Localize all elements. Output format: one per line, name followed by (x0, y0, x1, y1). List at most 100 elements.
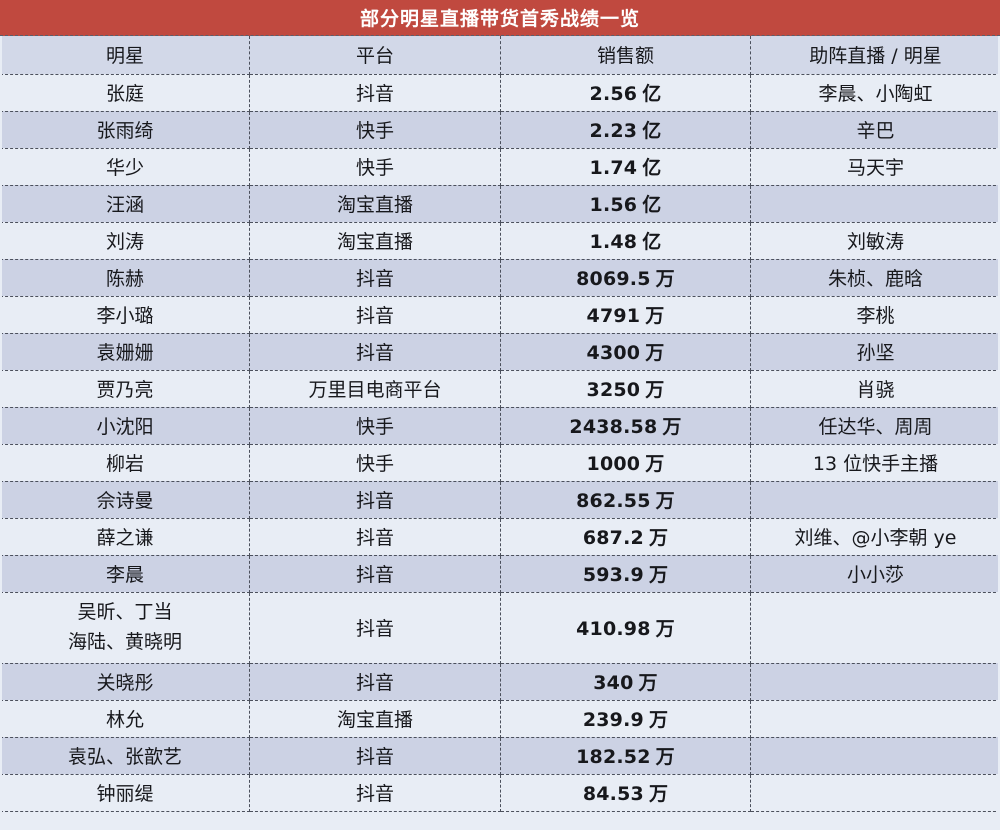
table-row: 关晓彤 抖音 340 万 (0, 663, 1000, 701)
sales-amount: 8069.5 万 (576, 268, 675, 290)
cell-sales: 2438.58 万 (500, 407, 751, 445)
cell-celebrity: 汪涵 (0, 185, 250, 223)
celebrity-name: 张雨绮 (96, 120, 154, 142)
cell-platform: 抖音 (249, 333, 501, 371)
celebrity-name: 袁姗姗 (96, 342, 154, 364)
table-row: 佘诗曼 抖音 862.55 万 (0, 481, 1000, 519)
cell-guests (750, 700, 1000, 738)
cell-guests: 刘敏涛 (750, 222, 1000, 260)
guest-names: 肖骁 (856, 379, 895, 401)
cell-platform: 快手 (249, 444, 501, 482)
cell-sales: 1.48 亿 (500, 222, 751, 260)
cell-celebrity: 袁弘、张歆艺 (0, 737, 250, 775)
cell-sales: 687.2 万 (500, 518, 751, 556)
table-row: 张雨绮 快手 2.23 亿 辛巴 (0, 111, 1000, 149)
celebrity-name: 李小璐 (96, 305, 154, 327)
cell-platform: 淘宝直播 (249, 700, 501, 738)
table-row: 刘涛 淘宝直播 1.48 亿 刘敏涛 (0, 222, 1000, 260)
sales-unit: 万 (648, 527, 669, 549)
sales-value: 2.23 (589, 120, 638, 142)
cell-platform: 抖音 (249, 555, 501, 593)
cell-celebrity: 刘涛 (0, 222, 250, 260)
sales-unit: 万 (638, 672, 658, 694)
sales-amount: 687.2 万 (583, 527, 668, 549)
sales-amount: 4791 万 (587, 305, 665, 327)
celebrity-name: 华少 (105, 157, 144, 179)
platform-name: 抖音 (355, 83, 394, 105)
sales-amount: 239.9 万 (583, 709, 668, 731)
cell-sales: 1000 万 (500, 444, 751, 482)
cell-platform: 抖音 (249, 296, 501, 334)
sales-value: 1.56 (589, 194, 638, 216)
sales-value: 862.55 (576, 490, 651, 512)
cell-sales: 84.53 万 (500, 774, 751, 812)
celebrity-name: 陈赫 (105, 268, 144, 290)
cell-platform: 抖音 (249, 592, 501, 664)
platform-name: 快手 (355, 157, 394, 179)
platform-name: 淘宝直播 (336, 709, 413, 731)
cell-sales: 182.52 万 (500, 737, 751, 775)
cell-celebrity: 袁姗姗 (0, 333, 250, 371)
cell-celebrity: 张庭 (0, 74, 250, 112)
sales-amount: 340 万 (593, 672, 657, 694)
column-header-sales: 销售额 (500, 36, 751, 75)
platform-name: 淘宝直播 (336, 194, 413, 216)
cell-platform: 抖音 (249, 481, 501, 519)
sales-amount: 1.56 亿 (590, 194, 662, 216)
celebrity-name: 关晓彤 (96, 672, 154, 694)
celebrity-name: 张庭 (105, 83, 144, 105)
cell-celebrity: 钟丽缇 (0, 774, 250, 812)
platform-name: 抖音 (355, 342, 394, 364)
guest-names: 李晨、小陶虹 (818, 83, 933, 105)
platform-name: 万里目电商平台 (308, 379, 442, 401)
sales-amount: 3250 万 (587, 379, 665, 401)
sales-value: 2438.58 (569, 416, 658, 438)
cell-guests (750, 774, 1000, 812)
guest-names: 孙坚 (856, 342, 895, 364)
sales-unit: 万 (655, 746, 675, 768)
sales-unit: 万 (655, 490, 675, 512)
sales-unit: 亿 (642, 120, 662, 142)
table-title-bar: 部分明星直播带货首秀战绩一览 (0, 0, 1000, 36)
celebrity-name: 小沈阳 (96, 416, 154, 438)
stats-table: 明星 平台 销售额 助阵直播 / 明星 张庭 抖音 2.56 亿李晨、小陶虹 张雨绮 快手… (0, 36, 1000, 812)
sales-value: 2.56 (589, 83, 638, 105)
platform-name: 快手 (355, 416, 394, 438)
cell-celebrity: 华少 (0, 148, 250, 186)
cell-platform: 快手 (249, 407, 501, 445)
sales-value: 1.48 (589, 231, 638, 253)
sales-value: 84.53 (582, 783, 644, 805)
cell-celebrity: 柳岩 (0, 444, 250, 482)
table-body: 张庭 抖音 2.56 亿李晨、小陶虹 张雨绮 快手 2.23 亿辛巴 华少 快手 1.74 亿马天宇汪… (0, 74, 1000, 812)
sales-unit: 亿 (642, 231, 662, 253)
cell-sales: 862.55 万 (500, 481, 751, 519)
celebrity-name: 林允 (105, 709, 144, 731)
cell-celebrity: 小沈阳 (0, 407, 250, 445)
cell-celebrity: 薛之谦 (0, 518, 250, 556)
cell-guests: 肖骁 (750, 370, 1000, 408)
cell-guests: 任达华、周周 (750, 407, 1000, 445)
sales-amount: 2.23 亿 (590, 120, 662, 142)
guest-names: 任达华、周周 (818, 416, 933, 438)
sales-unit: 万 (662, 416, 682, 438)
sales-unit: 万 (648, 709, 669, 731)
sales-amount: 4300 万 (587, 342, 665, 364)
guest-names: 小小莎 (846, 564, 904, 586)
guest-names: 刘敏涛 (846, 231, 904, 253)
sales-value: 3250 (586, 379, 641, 401)
cell-celebrity: 张雨绮 (0, 111, 250, 149)
sales-value: 593.9 (582, 564, 644, 586)
sales-value: 239.9 (582, 709, 644, 731)
celebrity-line-1: 吴昕、丁当 (77, 601, 173, 624)
sales-value: 8069.5 (576, 268, 651, 290)
celebrity-name: 钟丽缇 (96, 783, 154, 805)
cell-platform: 抖音 (249, 663, 501, 701)
cell-guests (750, 592, 1000, 664)
table-row: 柳岩 快手 1000 万 13 位快手主播 (0, 444, 1000, 482)
guest-names: 朱桢、鹿晗 (827, 268, 923, 290)
sheet-right-edge (998, 36, 1000, 830)
sheet-left-edge (0, 36, 2, 830)
platform-name: 快手 (355, 453, 394, 475)
cell-guests: 小小莎 (750, 555, 1000, 593)
